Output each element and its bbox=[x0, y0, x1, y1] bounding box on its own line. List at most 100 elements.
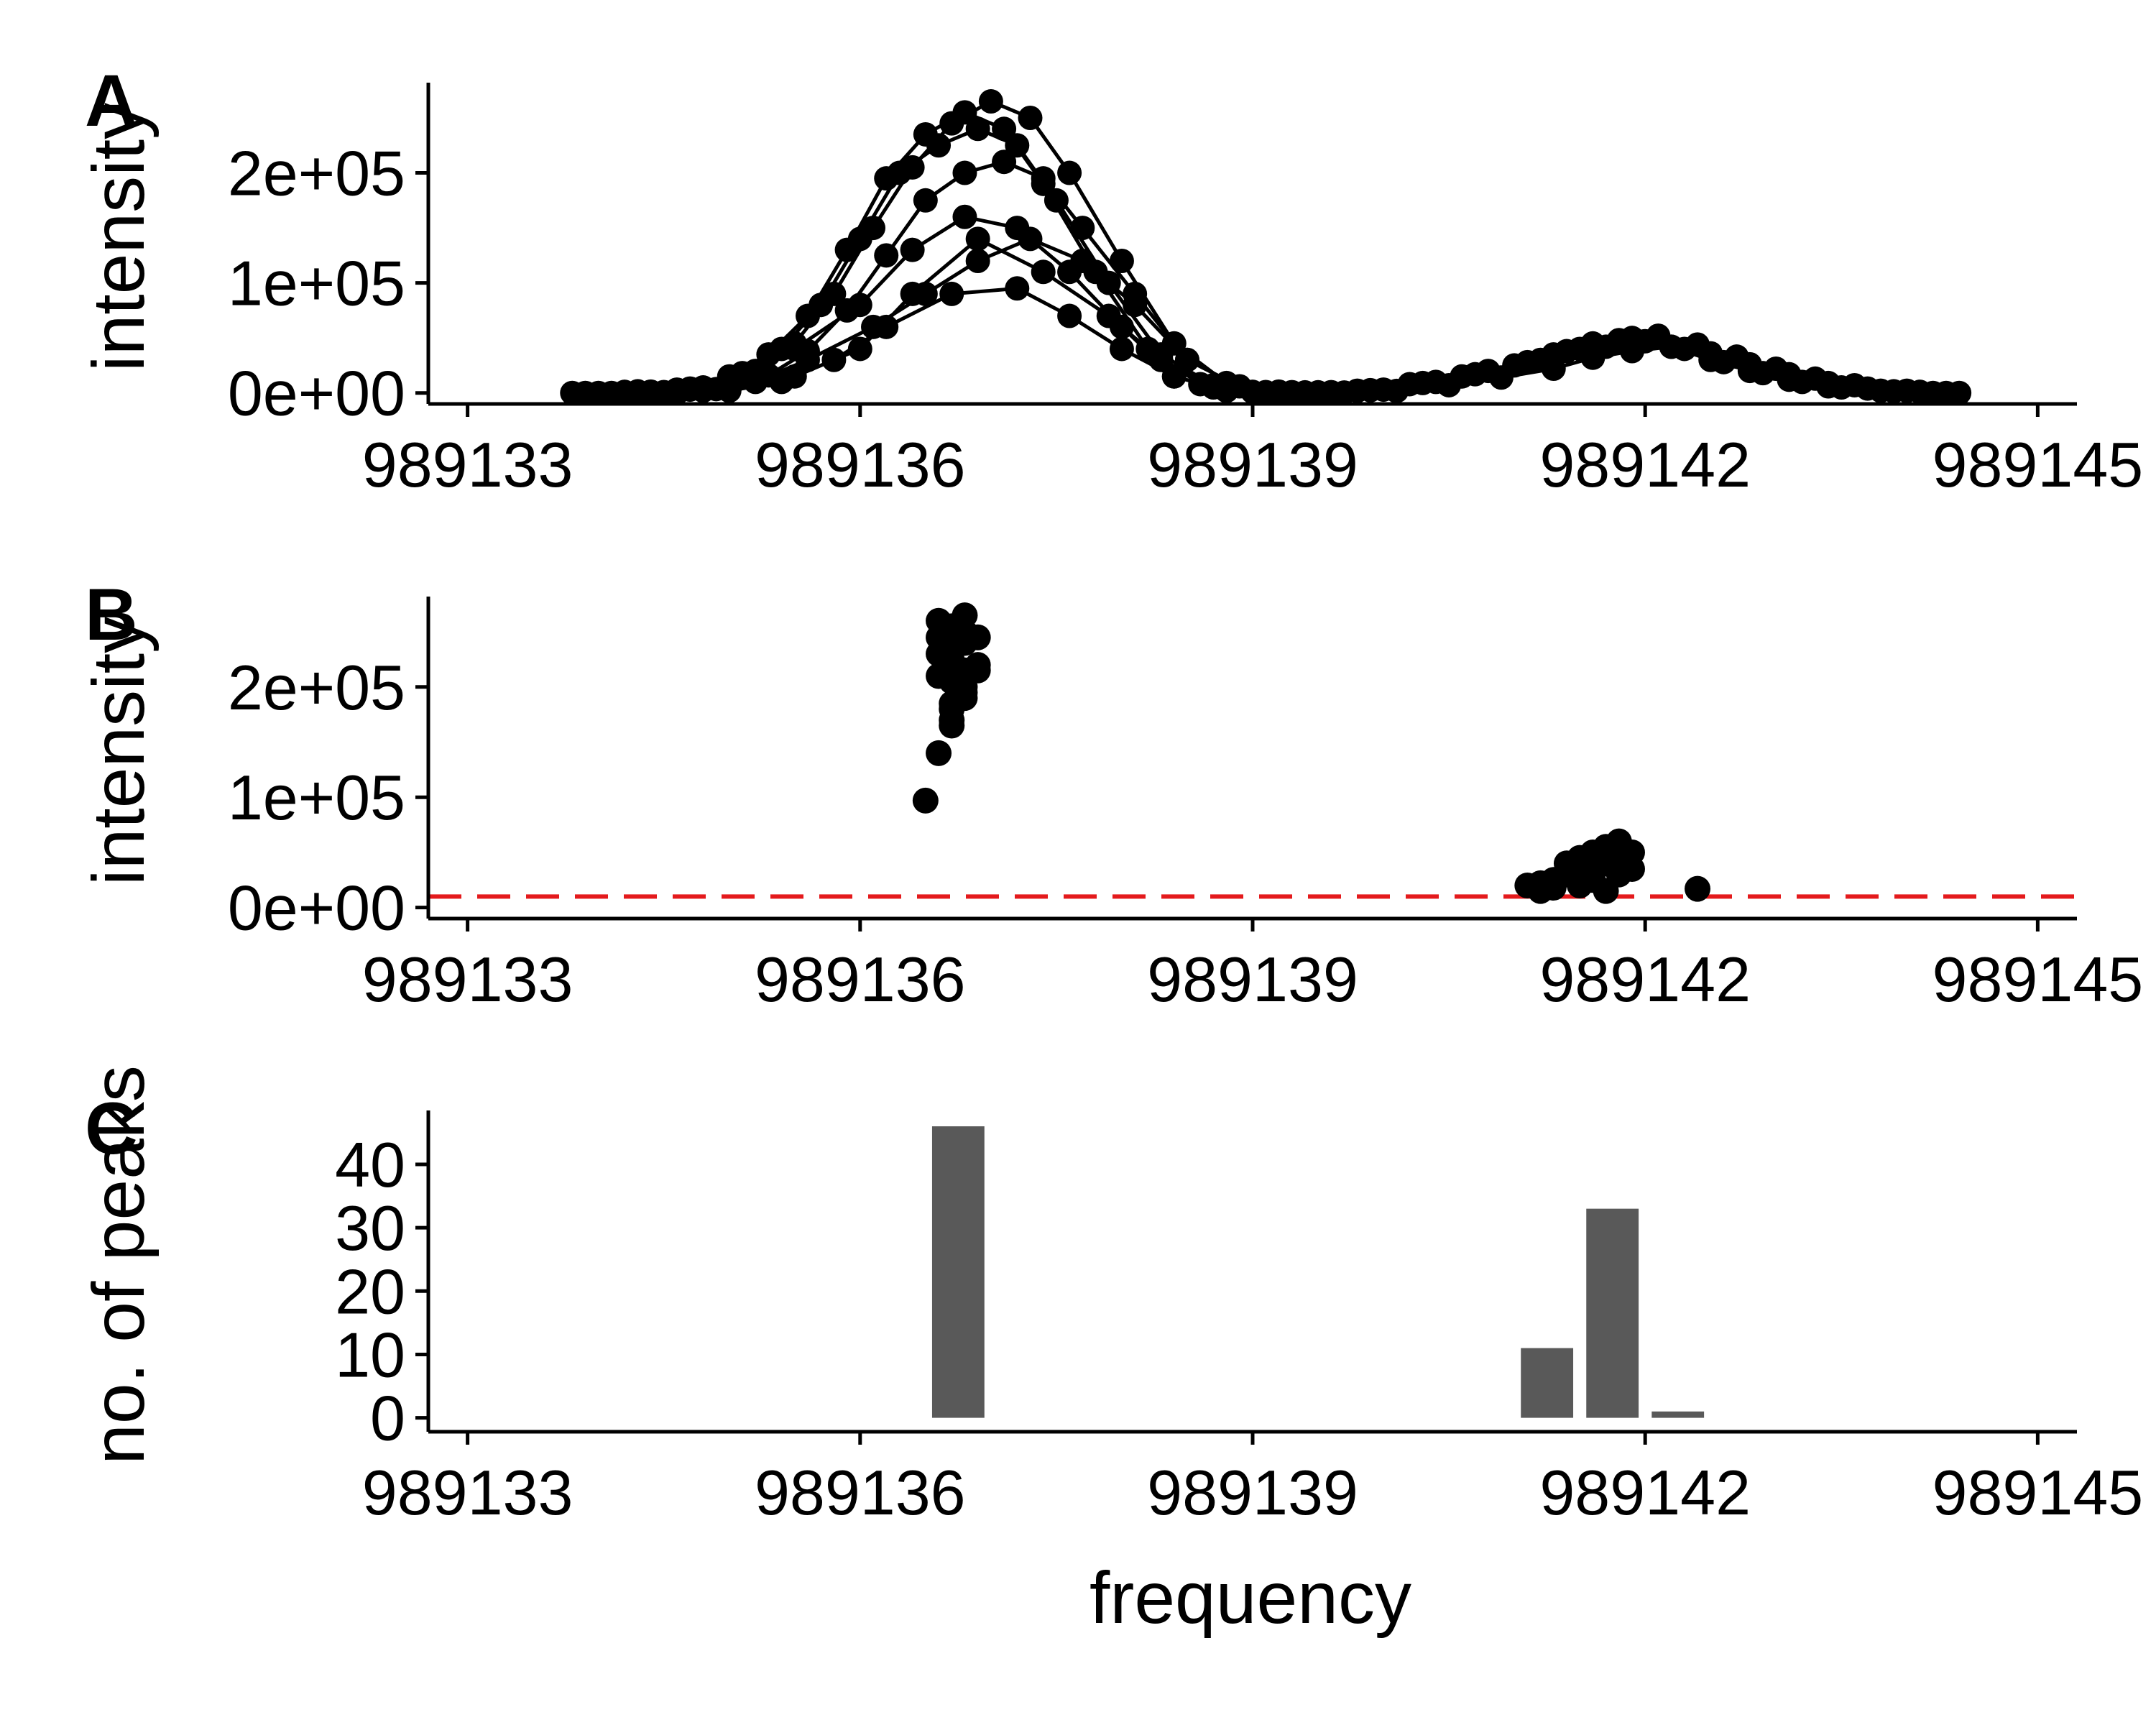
panel-c-x-tick-label: 989139 bbox=[1147, 1457, 1358, 1528]
data-point bbox=[1109, 336, 1134, 362]
data-point bbox=[1332, 380, 1357, 405]
panel-a-x-tick-label: 989142 bbox=[1539, 429, 1751, 500]
data-point bbox=[1005, 276, 1030, 301]
data-point bbox=[900, 237, 925, 262]
data-point bbox=[1855, 376, 1880, 401]
panel-b-x-tick-label: 989136 bbox=[755, 944, 966, 1015]
data-point bbox=[1437, 372, 1462, 397]
panel-c-x-tick-label: 989133 bbox=[362, 1457, 573, 1528]
panel-a-x-tick-label: 989133 bbox=[362, 429, 573, 500]
data-point bbox=[965, 226, 990, 252]
panel-b-x-tick-label: 989139 bbox=[1147, 944, 1358, 1015]
panel-b-y-axis: 0e+00 1e+05 2e+05 bbox=[228, 597, 430, 944]
data-point bbox=[939, 281, 964, 306]
panel-c-y-tick-label: 40 bbox=[335, 1129, 405, 1200]
data-point bbox=[1619, 339, 1644, 364]
data-point bbox=[1947, 380, 1972, 405]
data-point bbox=[1659, 334, 1684, 359]
data-point bbox=[782, 364, 807, 389]
data-point bbox=[952, 679, 978, 706]
data-point bbox=[1148, 347, 1174, 372]
data-point bbox=[1018, 226, 1043, 252]
panel-c-tag: C bbox=[85, 1087, 138, 1169]
panel-c-y-tick-label: 20 bbox=[335, 1256, 405, 1327]
data-point bbox=[717, 377, 742, 402]
bar bbox=[1586, 1208, 1639, 1418]
data-point bbox=[664, 380, 689, 405]
data-point bbox=[926, 133, 952, 158]
panel-c-y-axis-title: no. of peaks bbox=[78, 1065, 160, 1465]
panel-c-x-tick-label: 989136 bbox=[755, 1457, 966, 1528]
data-point bbox=[1018, 105, 1043, 130]
data-point bbox=[1279, 380, 1304, 405]
data-point bbox=[964, 657, 991, 684]
panel-a-plot-area bbox=[560, 89, 1972, 405]
panel-b-x-axis: 989133 989136 989139 989142 989145 bbox=[362, 916, 2144, 1015]
panel-a-y-tick-label: 1e+05 bbox=[228, 248, 405, 319]
panel-b-y-tick-label: 1e+05 bbox=[228, 762, 405, 833]
data-point bbox=[965, 248, 990, 273]
panel-b-x-tick-label: 989145 bbox=[1932, 944, 2144, 1015]
data-point bbox=[1816, 370, 1841, 395]
data-point bbox=[1907, 380, 1932, 405]
panel-b: B 0e+00 1e+05 2e+05 989133 989136 989139 9891… bbox=[78, 574, 2143, 1015]
data-point bbox=[861, 216, 886, 241]
panel-b-y-tick-label: 2e+05 bbox=[228, 652, 405, 723]
data-point bbox=[992, 116, 1017, 142]
panel-a-x-tick-label: 989139 bbox=[1147, 429, 1358, 500]
data-point bbox=[1031, 259, 1056, 285]
data-point bbox=[1096, 303, 1121, 328]
data-point bbox=[913, 188, 938, 213]
panel-c-x-axis-title: frequency bbox=[1089, 1557, 1411, 1639]
data-point bbox=[952, 160, 977, 185]
bar bbox=[1651, 1411, 1705, 1418]
panel-a-y-axis: 0e+00 1e+05 2e+05 bbox=[228, 83, 430, 429]
data-point bbox=[1527, 870, 1554, 896]
data-point bbox=[795, 347, 820, 372]
data-point bbox=[939, 111, 964, 136]
panel-a-x-tick-label: 989145 bbox=[1932, 429, 2144, 500]
data-point bbox=[1057, 160, 1082, 185]
panel-c-x-tick-label: 989142 bbox=[1539, 1457, 1751, 1528]
panel-a-y-tick-label: 0e+00 bbox=[228, 358, 405, 429]
data-point bbox=[1384, 378, 1409, 403]
data-point bbox=[1541, 356, 1566, 382]
panel-a-y-axis-title: intensity bbox=[78, 103, 160, 372]
data-point bbox=[1201, 375, 1226, 400]
panel-a-tag: A bbox=[85, 60, 138, 142]
data-point bbox=[992, 150, 1017, 175]
data-point bbox=[847, 336, 872, 362]
data-point bbox=[1005, 133, 1030, 158]
data-point bbox=[1123, 293, 1148, 318]
panel-a-x-tick-label: 989136 bbox=[755, 429, 966, 500]
data-point bbox=[599, 380, 624, 405]
data-point bbox=[926, 624, 952, 650]
panel-b-y-tick-label: 0e+00 bbox=[228, 873, 405, 944]
panel-b-plot-area bbox=[428, 602, 2077, 904]
data-point bbox=[1488, 365, 1514, 390]
panel-c-x-axis: 989133 989136 989139 989142 989145 bbox=[362, 1430, 2143, 1528]
data-point bbox=[1174, 347, 1199, 372]
data-point bbox=[1070, 216, 1095, 241]
data-point bbox=[926, 740, 952, 766]
panel-c-y-tick-label: 30 bbox=[335, 1192, 405, 1264]
panel-b-tag: B bbox=[85, 574, 138, 656]
data-point bbox=[821, 281, 847, 306]
data-point bbox=[912, 787, 939, 814]
panel-c-y-tick-label: 0 bbox=[370, 1383, 405, 1454]
panel-b-x-tick-label: 989133 bbox=[362, 944, 573, 1015]
data-point bbox=[1698, 341, 1723, 366]
data-point bbox=[1044, 188, 1069, 213]
bar bbox=[931, 1126, 985, 1418]
data-point bbox=[1606, 861, 1632, 888]
panel-c-plot-area bbox=[931, 1126, 1705, 1418]
data-point bbox=[1057, 303, 1082, 328]
data-point bbox=[952, 602, 978, 629]
data-point bbox=[1737, 351, 1762, 377]
data-point bbox=[1685, 875, 1711, 902]
data-point bbox=[952, 204, 977, 229]
panel-a-x-axis: 989133 989136 989139 989142 989145 bbox=[362, 402, 2144, 500]
